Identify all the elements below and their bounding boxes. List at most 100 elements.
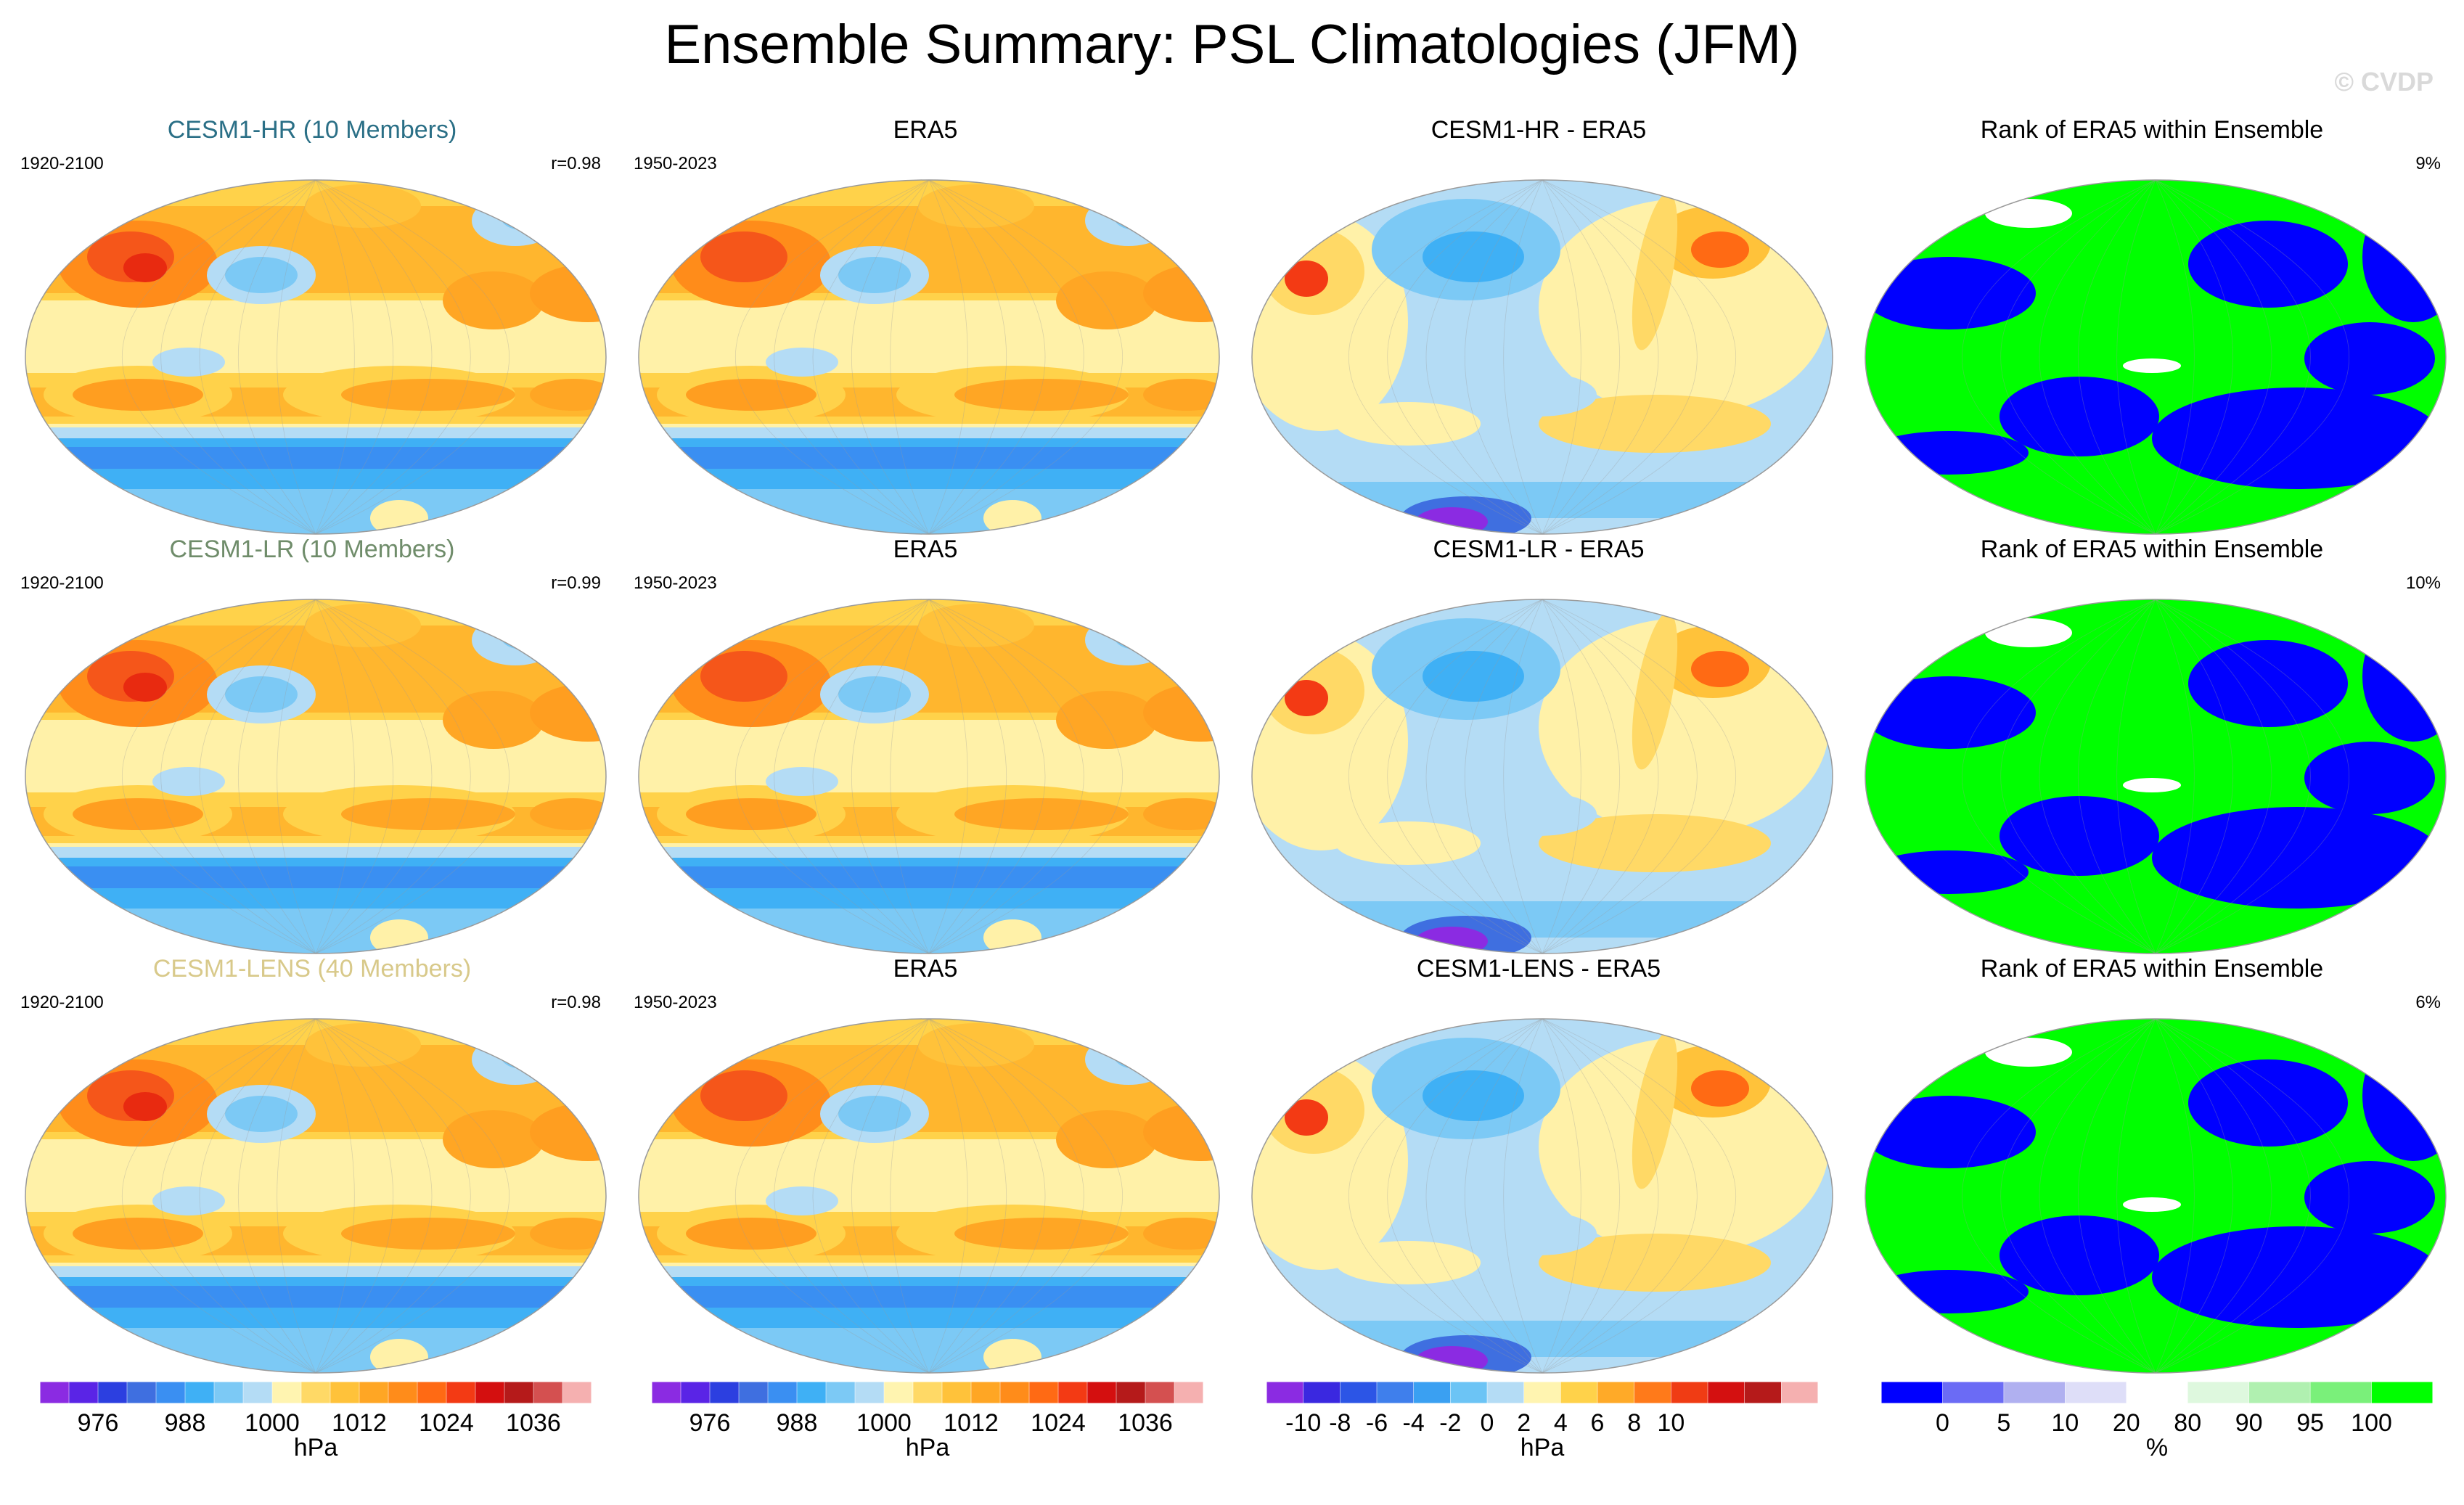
rank-percent-label: 10% — [2405, 573, 2441, 593]
colorbar-swatch — [796, 1382, 827, 1403]
colorbar-tick-label: 20 — [2112, 1409, 2140, 1437]
colorbar-swatch — [184, 1382, 215, 1403]
panel-obs: ERA5 1950-2023 — [621, 116, 1230, 537]
period-label: 1950-2023 — [634, 993, 717, 1012]
colorbar-psl: 976 988 1000 1012 1024 1036 hPa — [40, 1382, 592, 1505]
colorbar-swatch — [1303, 1382, 1341, 1403]
colorbar-tick-label: 0 — [1935, 1409, 1949, 1437]
watermark-text: © CVDP — [2334, 67, 2434, 97]
ensemble-map-area — [22, 1016, 610, 1375]
ensemble-panel-title: CESM1-HR (10 Members) — [167, 116, 457, 144]
colorbar-tick-label: 8 — [1627, 1409, 1642, 1437]
colorbar-tick-label: 1036 — [1118, 1409, 1173, 1437]
colorbar-rank: 0 5 10 20 80 90 95 100% — [1881, 1382, 2433, 1505]
colorbar-swatches — [40, 1382, 592, 1403]
obs-map-area — [635, 596, 1223, 956]
colorbar-swatch — [417, 1382, 447, 1403]
panel-obs: ERA5 1950-2023 — [621, 536, 1230, 956]
diff-map — [1251, 179, 1833, 535]
colorbar-swatch — [1266, 1382, 1304, 1403]
colorbar-swatch — [1116, 1382, 1146, 1403]
ensemble-panel-title: CESM1-LENS (40 Members) — [152, 955, 472, 983]
diff-map — [1251, 1018, 1833, 1374]
colorbar-tick-label: 2 — [1517, 1409, 1531, 1437]
ensemble-panel-title: CESM1-LR (10 Members) — [169, 536, 455, 563]
colorbar-swatch — [767, 1382, 798, 1403]
period-label: 1920-2100 — [20, 993, 104, 1012]
colorbar-tick-label: 0 — [1480, 1409, 1494, 1437]
obs-panel-title: ERA5 — [893, 955, 958, 983]
colorbar-swatch — [1057, 1382, 1088, 1403]
panel-diff: CESM1-HR - ERA5 — [1234, 116, 1843, 537]
rank-percent-label: 6% — [2415, 993, 2441, 1012]
colorbar-unit-label: % — [2145, 1434, 2169, 1461]
colorbar-swatch — [359, 1382, 389, 1403]
colorbar-swatch — [533, 1382, 563, 1403]
colorbar-swatch — [1671, 1382, 1708, 1403]
colorbar-tick-label: 95 — [2296, 1409, 2325, 1437]
colorbar-swatch — [1376, 1382, 1415, 1403]
rank-map-area — [1862, 177, 2449, 536]
colorbar-tick-label: -10 — [1285, 1409, 1322, 1437]
colorbar-swatch — [330, 1382, 360, 1403]
colorbar-swatch — [941, 1382, 972, 1403]
colorbar-tick-label: 4 — [1553, 1409, 1568, 1437]
rank-map — [1865, 179, 2447, 535]
colorbar-swatch — [2126, 1382, 2188, 1403]
diff-panel-title: CESM1-LR - ERA5 — [1433, 536, 1645, 563]
colorbar-tick-label: 1024 — [419, 1409, 474, 1437]
rank-map — [1865, 599, 2447, 954]
colorbar-tick-label: 1012 — [944, 1409, 999, 1437]
rank-map-area — [1862, 596, 2449, 956]
colorbar-tick-label: 988 — [776, 1409, 818, 1437]
colorbar-tick-label: 1024 — [1031, 1409, 1086, 1437]
colorbar-tick-label: 1036 — [506, 1409, 561, 1437]
obs-map — [638, 599, 1220, 954]
panel-diff: CESM1-LR - ERA5 — [1234, 536, 1843, 956]
panel-ensemble: CESM1-HR (10 Members) 1920-2100 r=0.98 — [7, 116, 617, 537]
colorbar-tick-label: -4 — [1402, 1409, 1425, 1437]
colorbar-swatch — [242, 1382, 273, 1403]
colorbar-swatch — [97, 1382, 128, 1403]
period-label: 1920-2100 — [20, 154, 104, 173]
pattern-correlation-label: r=0.98 — [551, 993, 601, 1012]
colorbar-tick-label: 6 — [1590, 1409, 1605, 1437]
colorbar-swatch — [825, 1382, 856, 1403]
obs-map — [638, 1018, 1220, 1374]
clim-map — [25, 179, 607, 535]
obs-map-area — [635, 1016, 1223, 1375]
colorbar-swatch — [1744, 1382, 1782, 1403]
colorbar-tick-label: 80 — [2174, 1409, 2202, 1437]
colorbar-tick-label: 90 — [2235, 1409, 2263, 1437]
colorbar-swatch — [912, 1382, 943, 1403]
clim-map — [25, 599, 607, 954]
colorbar-swatch — [2003, 1382, 2066, 1403]
rank-panel-title: Rank of ERA5 within Ensemble — [1980, 116, 2324, 144]
colorbar-swatch — [1942, 1382, 2005, 1403]
diff-panel-title: CESM1-HR - ERA5 — [1430, 116, 1647, 144]
colorbar-swatch — [709, 1382, 740, 1403]
colorbar-swatch — [475, 1382, 505, 1403]
colorbar-swatch — [68, 1382, 99, 1403]
panel-ensemble: CESM1-LR (10 Members) 1920-2100 r=0.99 — [7, 536, 617, 956]
colorbar-swatch — [40, 1382, 70, 1403]
colorbar-swatch — [2309, 1382, 2373, 1403]
colorbar-unit-label: hPa — [905, 1434, 950, 1461]
colorbar-swatch — [883, 1382, 914, 1403]
colorbar-tick-label: 10 — [2051, 1409, 2079, 1437]
pattern-correlation-label: r=0.99 — [551, 573, 601, 593]
ensemble-map-area — [22, 596, 610, 956]
colorbar-swatch — [970, 1382, 1001, 1403]
colorbar-swatch — [300, 1382, 331, 1403]
colorbar-swatch — [1174, 1382, 1203, 1403]
colorbar-swatch — [652, 1382, 682, 1403]
colorbar-swatch — [1523, 1382, 1562, 1403]
colorbar-swatch — [1450, 1382, 1488, 1403]
period-label: 1950-2023 — [634, 154, 717, 173]
colorbar-swatch — [1881, 1382, 1944, 1403]
colorbar-swatch — [1560, 1382, 1598, 1403]
colorbar-swatch — [446, 1382, 476, 1403]
colorbar-swatch — [562, 1382, 592, 1403]
colorbar-swatch — [155, 1382, 186, 1403]
colorbar-swatches — [1881, 1382, 2433, 1403]
